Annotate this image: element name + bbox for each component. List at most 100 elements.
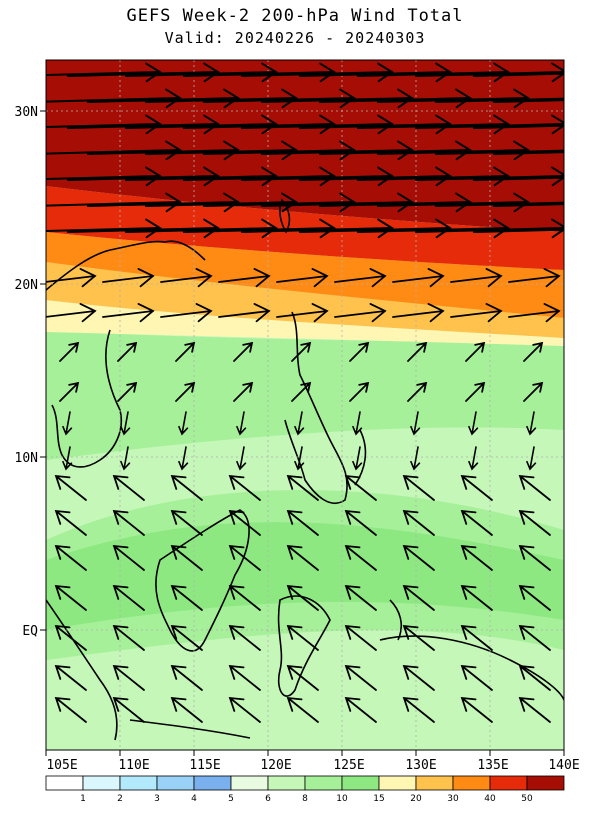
wind-arrow [286, 474, 319, 501]
wind-arrow [46, 267, 97, 288]
wind-arrow [377, 88, 530, 109]
coast-sulawesi [277, 595, 331, 697]
colorbar-swatch [341, 775, 380, 791]
wind-arrow [377, 192, 530, 213]
wind-arrow [183, 218, 336, 239]
wind-arrow [54, 624, 87, 651]
graticule [46, 60, 564, 750]
colorbar-tick-label: 40 [484, 794, 496, 804]
wind-arrow [415, 114, 564, 135]
wind-arrow [299, 166, 452, 187]
colorbar-swatch [526, 775, 565, 791]
wind-arrow [67, 218, 220, 239]
shade-band-50-plus [46, 60, 564, 232]
wind-arrow [241, 218, 394, 239]
colorbar-tick-label: 6 [265, 794, 271, 804]
coast-philippines [284, 311, 348, 504]
wind-arrow [228, 696, 261, 723]
wind-arrow [473, 176, 564, 181]
wind-arrow [473, 72, 564, 77]
wind-arrow [241, 62, 394, 83]
wind-arrow [145, 88, 298, 109]
wind-arrow [183, 166, 336, 187]
wind-arrow [392, 302, 445, 323]
wind-arrow [67, 62, 220, 83]
wind-arrow [236, 446, 247, 471]
coast-halmahera [389, 599, 402, 641]
wind-arrow [460, 474, 493, 501]
wind-arrow [117, 381, 138, 402]
wind-arrow [160, 302, 213, 323]
wind-arrow [112, 584, 145, 611]
colorbar-swatch [156, 775, 195, 791]
wind-arrow [415, 62, 564, 83]
colorbar-swatch [267, 775, 306, 791]
wind-arrow [203, 192, 356, 213]
wind-arrow [460, 584, 493, 611]
wind-arrow [46, 62, 162, 83]
colorbar-swatch [193, 775, 232, 791]
wind-arrow [286, 696, 319, 723]
wind-arrow [170, 544, 203, 571]
colorbar-tick-label: 15 [373, 794, 384, 804]
wind-arrow [120, 446, 131, 471]
wind-arrow [120, 411, 131, 436]
wind-arrow [319, 192, 472, 213]
wind-arrow [170, 664, 203, 691]
wind-arrow [435, 97, 564, 103]
wind-arrow [59, 381, 80, 402]
wind-arrow [344, 544, 377, 571]
wind-arrow [145, 192, 298, 213]
wind-arrow [294, 411, 305, 436]
coastlines [46, 198, 564, 741]
wind-arrow [112, 624, 145, 651]
wind-arrow [178, 411, 189, 436]
colorbar-swatch [452, 775, 491, 791]
wind-arrow [261, 192, 414, 213]
wind-arrow [178, 446, 189, 471]
wind-arrow [294, 446, 305, 471]
wind-arrow [62, 446, 73, 471]
wind-arrow [460, 624, 493, 651]
wind-vectors [46, 62, 564, 723]
colorbar-swatch [415, 775, 454, 791]
lon-label-125e: 125E [333, 758, 364, 773]
wind-arrow [435, 201, 564, 207]
wind-arrow [170, 509, 203, 536]
wind-arrow [112, 509, 145, 536]
wind-arrow [233, 341, 254, 362]
wind-arrow [493, 203, 564, 207]
wind-arrow [344, 664, 377, 691]
colorbar-swatch [378, 775, 417, 791]
wind-arrow [261, 88, 414, 109]
wind-arrow [261, 140, 414, 161]
wind-arrow [241, 166, 394, 187]
wind-arrow [236, 411, 247, 436]
wind-arrow [125, 218, 278, 239]
wind-arrow [468, 411, 479, 436]
wind-arrow [518, 474, 551, 501]
wind-arrow [203, 140, 356, 161]
wind-arrow [518, 584, 551, 611]
wind-arrow [402, 509, 435, 536]
wind-arrow [160, 267, 213, 288]
shade-band-15-20 [46, 300, 564, 346]
wind-arrow [407, 381, 428, 402]
wind-arrow [117, 341, 138, 362]
wind-arrow [54, 664, 87, 691]
wind-arrow [67, 114, 220, 135]
wind-arrow [228, 474, 261, 501]
wind-arrow [112, 664, 145, 691]
wind-arrow [377, 140, 530, 161]
colorbar-tick-label: 5 [228, 794, 234, 804]
wind-arrow [170, 624, 203, 651]
wind-arrow [62, 411, 73, 436]
wind-arrow [357, 62, 510, 83]
lat-label-30n: 30N [15, 105, 38, 120]
lon-label-140e: 140E [548, 758, 579, 773]
wind-arrow [54, 509, 87, 536]
wind-arrow [344, 474, 377, 501]
wind-arrow [228, 624, 261, 651]
lon-label-115e: 115E [189, 758, 220, 773]
colorbar-swatch [304, 775, 343, 791]
